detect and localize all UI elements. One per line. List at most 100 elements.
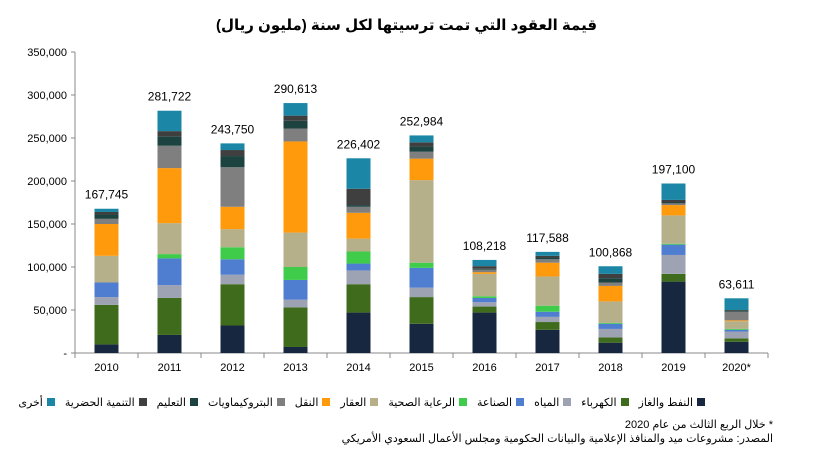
bar-segment	[157, 334, 182, 353]
x-axis: 2010 2011 2012 2013 2014 2015 2016 2017 2018 2019…	[74, 352, 769, 374]
bar-segment	[409, 158, 434, 181]
legend-label: الرعاية الصحية	[388, 396, 455, 409]
bar-segment	[220, 206, 245, 230]
legend-item: الصناعة	[477, 394, 525, 410]
bar-segment	[598, 323, 623, 329]
legend-swatch	[459, 398, 467, 406]
legend-item: أخرى	[18, 394, 55, 410]
bar-segment	[724, 310, 749, 311]
bar-segment	[346, 158, 371, 189]
bar-segment	[283, 346, 308, 353]
x-tick-label: 2013	[283, 362, 307, 374]
chart-title: قيمة العقود التي تمت ترسيتها لكل سنة (مل…	[215, 17, 598, 34]
x-tick-label: 2019	[661, 362, 685, 374]
legend-label: البتروكيماويات	[207, 396, 273, 409]
bar-segment	[661, 243, 686, 245]
bar-segment	[346, 270, 371, 285]
bar-segment	[283, 115, 308, 121]
bar-segment	[346, 206, 371, 213]
x-tick-label: 2011	[158, 362, 182, 374]
legend-item: التنمية الحضرية	[65, 394, 147, 410]
y-axis: - 50,000 100,000 150,000 200,000 250,000 300,0…	[27, 47, 76, 360]
bar-segment	[661, 205, 686, 216]
bar-segment	[346, 188, 371, 206]
x-tick-label: 2018	[598, 362, 622, 374]
legend-label: النفط والغاز	[638, 396, 693, 409]
bar-segment	[598, 285, 623, 302]
bar-segment	[283, 120, 308, 129]
bar-segment	[220, 259, 245, 275]
legend-label: أخرى	[18, 396, 43, 409]
bar-segment	[472, 296, 497, 298]
bar-segment	[472, 266, 497, 269]
bar-segment	[94, 304, 119, 345]
bar-segment	[724, 329, 749, 332]
bar-segment	[535, 259, 560, 263]
bar-segment	[157, 168, 182, 224]
bar-segment	[94, 211, 119, 215]
y-tick-label: 100,000	[27, 262, 67, 274]
x-tick-label: 2014	[346, 362, 370, 374]
bar-total-label: 281,722	[148, 90, 192, 104]
bar-segment	[220, 229, 245, 248]
total-labels: 167,745 281,722 243,750 290,613 226,402 252,9…	[85, 82, 755, 291]
x-tick-label: 2020*	[722, 362, 751, 374]
legend: النفط والغاز الكهرباء المياه الصناعة الرعاية…	[18, 394, 705, 410]
bar-segment	[535, 255, 560, 258]
bar-segment	[220, 167, 245, 207]
bar-segment	[346, 251, 371, 264]
bar-total-label: 197,100	[652, 162, 696, 176]
bar-segment	[661, 281, 686, 353]
bar-segment	[535, 322, 560, 330]
bar-segment	[94, 297, 119, 305]
bar-total-label: 167,745	[85, 188, 129, 202]
bar-segment	[409, 146, 434, 152]
bar-segment	[598, 273, 623, 279]
legend-item: الرعاية الصحية	[388, 394, 467, 410]
bar-total-label: 100,868	[589, 245, 633, 259]
bar-segment	[220, 274, 245, 285]
legend-swatch	[138, 398, 147, 406]
bar-segment	[283, 103, 308, 116]
bar-segment	[472, 269, 497, 273]
bar-segment	[157, 145, 182, 169]
bar-segment	[661, 244, 686, 255]
x-tick-label: 2015	[409, 362, 433, 374]
bar-segment	[472, 312, 497, 353]
bar-segment	[472, 272, 497, 274]
legend-item: الكهرباء	[581, 394, 629, 410]
bar-segment	[724, 328, 749, 330]
legend-label: النقل	[294, 396, 319, 409]
legend-swatch	[322, 398, 331, 406]
bar-segment	[283, 141, 308, 233]
bar-segment	[94, 208, 119, 212]
bar-segment	[724, 321, 749, 329]
bar-segment	[94, 255, 119, 283]
bar-segment	[283, 299, 308, 308]
bar-segment	[409, 151, 434, 159]
bar-segment	[724, 341, 749, 353]
bar-segment	[220, 143, 245, 151]
legend-swatch	[189, 398, 198, 406]
bar-total-label: 117,588	[526, 231, 569, 245]
bar-segment	[535, 257, 560, 260]
bar-total-label: 290,613	[274, 82, 318, 96]
legend-label: التنمية الحضرية	[64, 396, 135, 409]
legend-label: العقار	[340, 396, 367, 409]
legend-item: العقار	[340, 394, 379, 410]
bar-segment	[157, 297, 182, 335]
bar-segment	[724, 298, 749, 310]
bar-segment	[220, 247, 245, 260]
bar-segment	[157, 131, 182, 137]
bar-segment	[535, 329, 560, 353]
legend-item: المياه	[534, 394, 572, 410]
bar-segment	[661, 215, 686, 244]
bar-segment	[283, 128, 308, 142]
bar-segment	[220, 156, 245, 168]
bar-segment	[94, 344, 119, 353]
bar-segment	[220, 284, 245, 326]
bar-segment	[220, 325, 245, 353]
bar-segment	[94, 282, 119, 298]
legend-label: المياه	[534, 396, 560, 409]
bar-segment	[283, 267, 308, 280]
